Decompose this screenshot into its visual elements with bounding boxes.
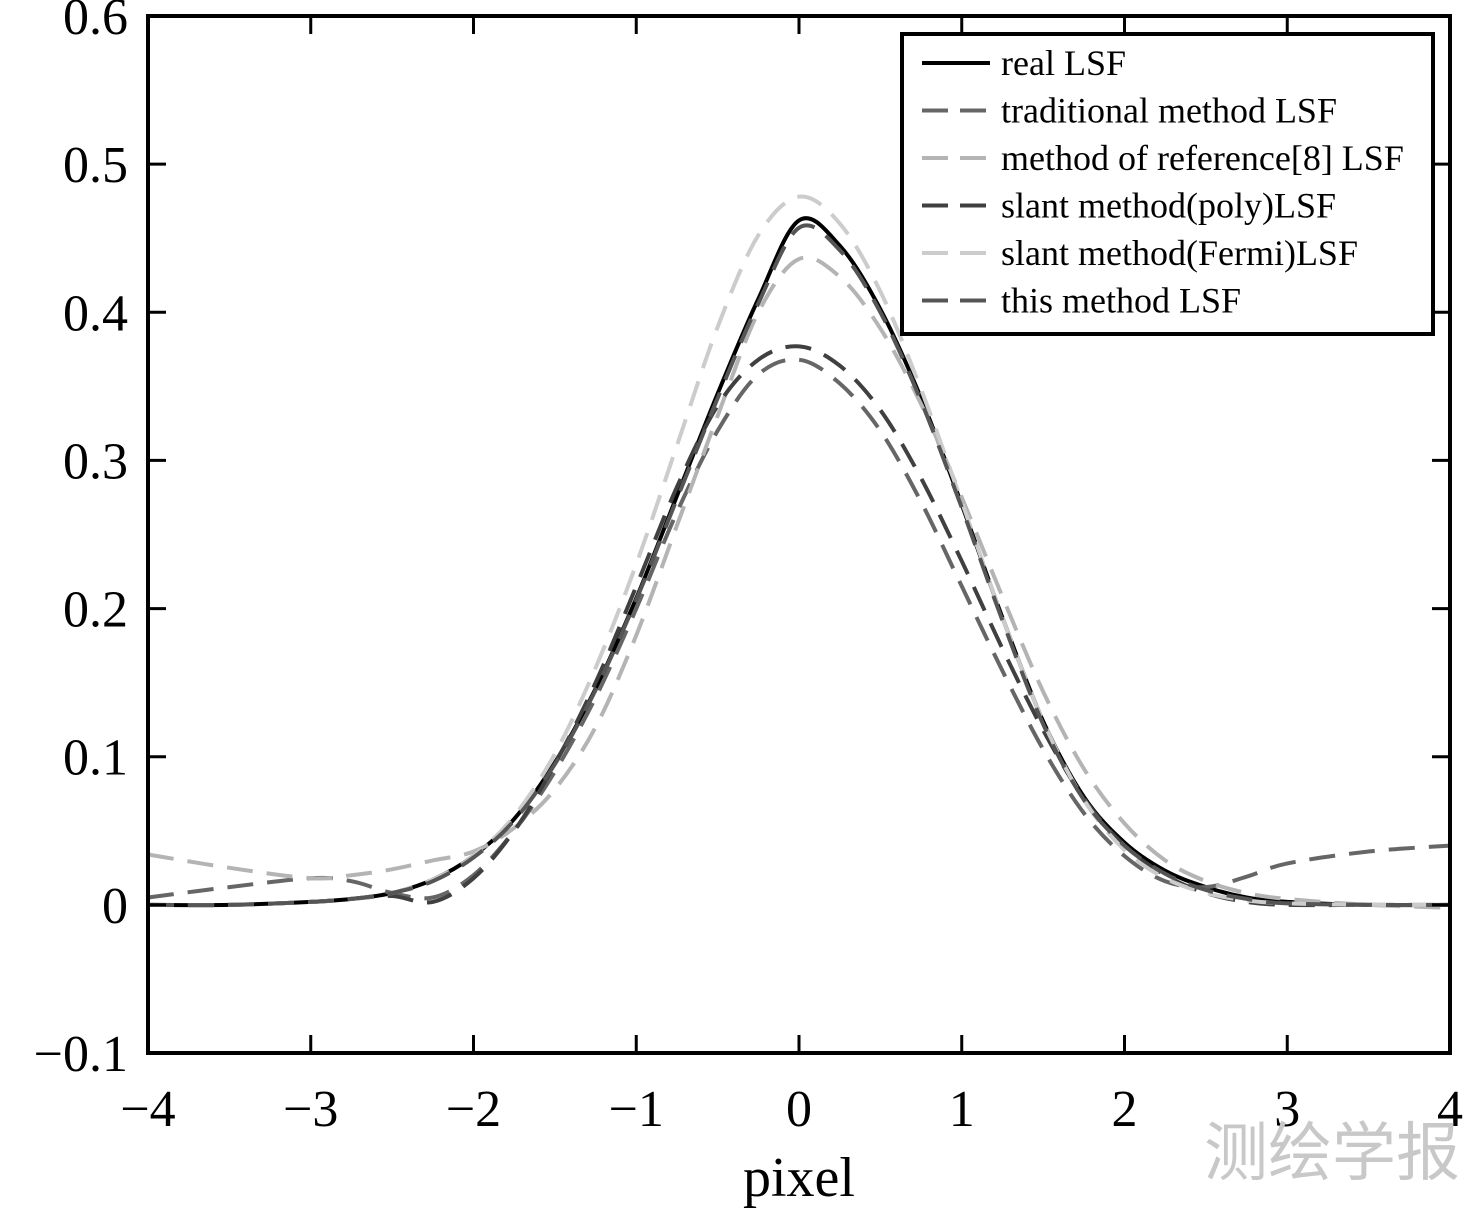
y-tick-label: −0.1	[34, 1026, 128, 1083]
axis-tick-labels: −4 −3 −2 −1 0 1 2 3 4 −0.1 0 0.1 0.2 0.3 0.4 0.5 0.6	[34, 0, 1463, 1138]
legend-label: slant method(Fermi)LSF	[1001, 233, 1358, 273]
x-tick-label: 0	[786, 1081, 812, 1138]
x-tick-label: −1	[609, 1081, 664, 1138]
series-line-3	[147, 344, 1450, 908]
x-tick-label: 1	[949, 1081, 975, 1138]
y-tick-label: 0.3	[63, 433, 128, 490]
legend-label: real LSF	[1001, 43, 1126, 83]
x-tick-label: −2	[446, 1081, 501, 1138]
legend-label: traditional method LSF	[1001, 91, 1337, 131]
series-line-2	[147, 255, 1451, 910]
y-tick-label: 0.4	[63, 285, 128, 342]
legend-label: this method LSF	[1001, 281, 1241, 321]
x-tick-label: 4	[1437, 1081, 1463, 1138]
x-tick-label: 2	[1112, 1081, 1138, 1138]
legend-label: method of reference[8] LSF	[1001, 138, 1404, 178]
y-tick-label: 0.6	[63, 0, 128, 46]
y-tick-label: 0.1	[63, 730, 128, 787]
x-tick-label: −3	[283, 1081, 338, 1138]
legend: real LSF traditional method LSF method of …	[900, 32, 1435, 336]
x-tick-label: −4	[120, 1081, 175, 1138]
y-tick-label: 0.5	[63, 137, 128, 194]
plot-lines	[147, 194, 1451, 910]
y-tick-label: 0	[102, 878, 128, 935]
x-tick-label: 3	[1274, 1081, 1300, 1138]
y-tick-label: 0.2	[63, 582, 128, 639]
x-axis-label: pixel	[743, 1147, 855, 1209]
legend-label: slant method(poly)LSF	[1001, 186, 1336, 226]
series-line-1	[147, 357, 1451, 901]
watermark-text: 测绘学报	[1204, 1117, 1460, 1191]
series-line-5	[147, 223, 1451, 908]
legend-box	[900, 32, 1435, 336]
